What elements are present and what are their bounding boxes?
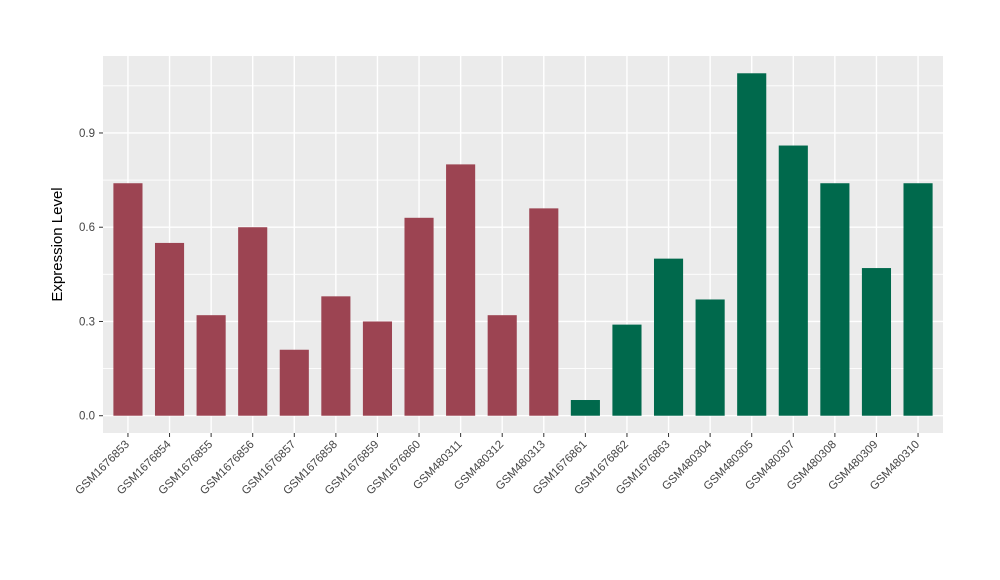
bar <box>196 315 226 416</box>
bar <box>279 349 309 416</box>
bar <box>154 242 185 416</box>
bar <box>446 164 476 416</box>
bar <box>404 217 434 416</box>
bar <box>737 73 767 416</box>
bar <box>362 321 393 416</box>
bar <box>321 296 351 416</box>
bar <box>612 324 642 416</box>
y-tick-label: 0.0 <box>79 411 95 423</box>
bar <box>113 183 143 416</box>
bar <box>487 315 517 416</box>
bar <box>529 208 559 416</box>
plot-panel <box>103 56 943 433</box>
bar <box>653 258 684 416</box>
y-tick-label: 0.9 <box>79 128 95 140</box>
y-tick-label: 0.3 <box>79 316 95 328</box>
y-axis-title: Expression Level <box>49 187 66 301</box>
bar <box>903 183 933 416</box>
bar <box>695 299 725 416</box>
y-tick-label: 0.6 <box>79 222 95 234</box>
bar <box>820 183 850 416</box>
bar <box>861 268 892 416</box>
bar <box>778 145 808 416</box>
bar <box>238 227 268 416</box>
bar <box>570 400 600 416</box>
